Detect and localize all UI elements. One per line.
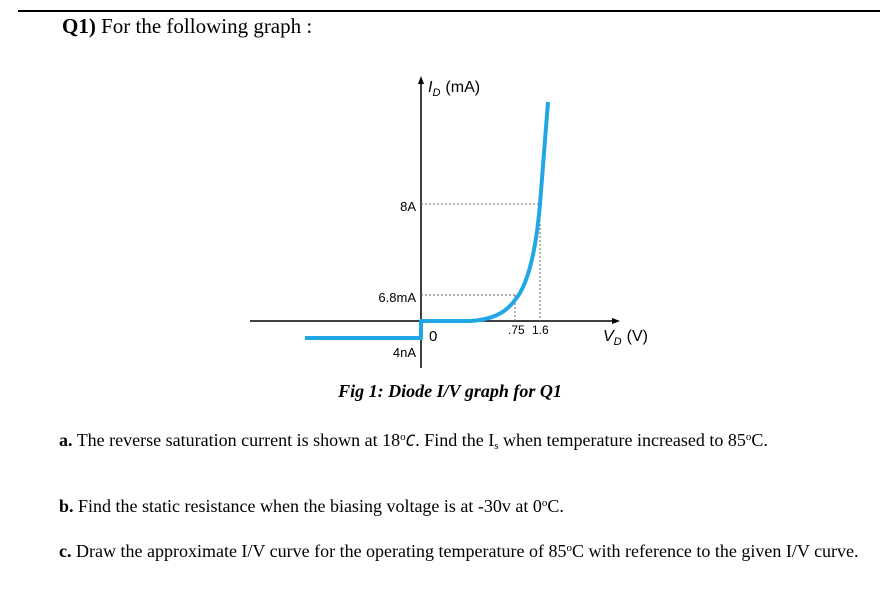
diode-iv-graph: ID (mA) 8A 6.8mA 4nA 0 .75 1.6 VD (V) xyxy=(250,76,648,368)
subscript-s: s xyxy=(494,440,499,452)
degree-mark: o xyxy=(566,542,572,554)
degree-mark: o xyxy=(745,431,752,443)
question-a: a. The reverse saturation current is sho… xyxy=(59,426,859,458)
question-a-label: a. xyxy=(59,430,73,450)
x-tick-1p6: 1.6 xyxy=(532,323,549,337)
celsius-unit: C xyxy=(405,431,416,450)
x-axis-label: VD (V) xyxy=(603,328,648,348)
degree-mark: o xyxy=(541,497,548,509)
question-a-text-1: The reverse saturation current is shown … xyxy=(76,430,401,450)
question-c: c. Draw the approximate I/V curve for th… xyxy=(59,537,859,563)
y-axis-label: ID (mA) xyxy=(428,79,480,99)
degree-mark: o xyxy=(400,431,406,443)
y-tick-4nA: 4nA xyxy=(393,345,416,360)
question-heading-text: For the following graph : xyxy=(101,14,313,38)
question-b-label: b. xyxy=(59,496,74,516)
y-tick-6p8mA: 6.8mA xyxy=(378,290,416,305)
y-tick-8A: 8A xyxy=(400,199,416,214)
question-c-text-2: C with reference to the given I/V curve. xyxy=(571,541,859,561)
figure-caption: Fig 1: Diode I/V graph for Q1 xyxy=(338,381,562,401)
x-axis-arrow xyxy=(612,318,620,324)
question-a-text-3: when temperature increased to 85 xyxy=(498,430,746,450)
question-b: b. Find the static resistance when the b… xyxy=(59,492,859,518)
diode-curve xyxy=(305,101,550,340)
top-rule xyxy=(18,10,880,12)
question-heading: Q1) For the following graph : xyxy=(62,14,312,39)
question-b-text-2: C. xyxy=(547,496,564,516)
x-tick-0: 0 xyxy=(429,328,437,345)
question-a-text-2: . Find the I xyxy=(415,430,495,450)
y-axis-arrow xyxy=(418,76,424,84)
question-c-text-1: Draw the approximate I/V curve for the o… xyxy=(76,541,567,561)
question-a-text-4: C. xyxy=(751,430,768,450)
question-number: Q1) xyxy=(62,14,96,38)
question-b-text-1: Find the static resistance when the bias… xyxy=(78,496,542,516)
question-c-label: c. xyxy=(59,541,72,561)
x-tick-0p75: .75 xyxy=(508,323,525,337)
